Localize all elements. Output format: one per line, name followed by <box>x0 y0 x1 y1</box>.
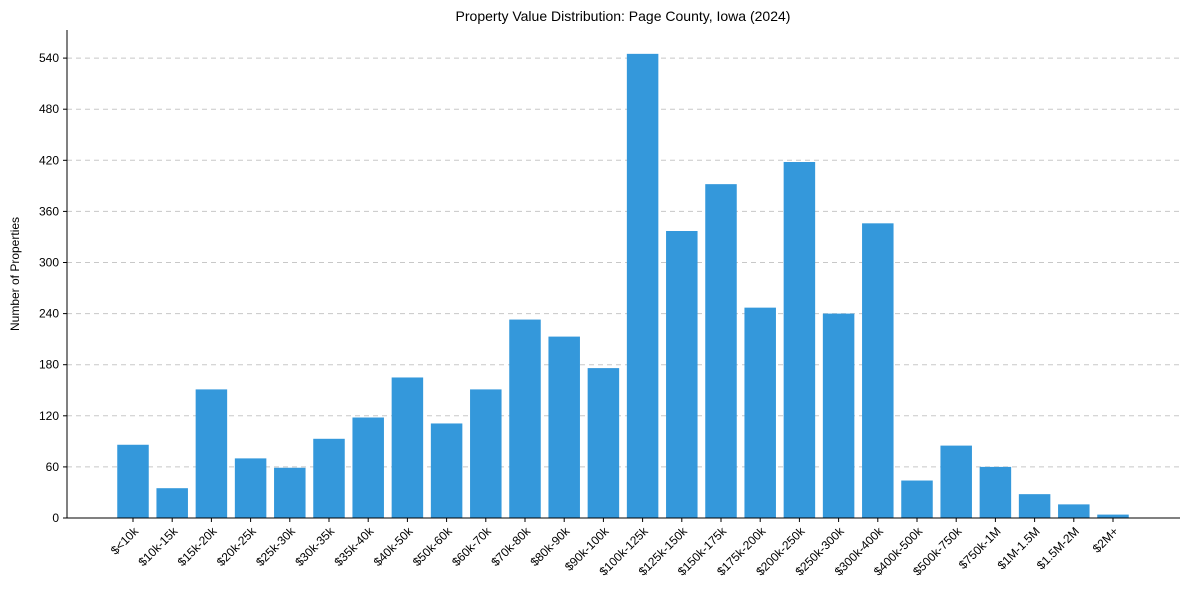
bar <box>862 223 894 518</box>
bar <box>391 377 424 518</box>
x-tick-label: $30k-35k <box>292 524 338 570</box>
bar <box>783 162 816 519</box>
bar <box>1097 514 1129 518</box>
bar <box>940 445 972 518</box>
x-ticks: $<10k$10k-15k$15k-20k$20k-25k$25k-30k$30… <box>108 518 1121 578</box>
x-tick-label: $25k-30k <box>253 524 299 570</box>
x-tick-label: $2M+ <box>1090 524 1121 555</box>
bars <box>117 53 1129 519</box>
bar <box>509 319 541 518</box>
y-tick-label: 540 <box>39 51 59 65</box>
x-tick-label: $15k-20k <box>175 524 221 570</box>
y-tick-label: 480 <box>39 102 59 116</box>
y-tick-label: 300 <box>39 256 59 270</box>
bar <box>705 184 737 518</box>
bar <box>587 368 620 518</box>
bar <box>470 389 502 518</box>
bar <box>117 444 149 518</box>
y-tick-label: 360 <box>39 204 59 218</box>
bar <box>626 53 659 518</box>
bar <box>430 423 463 518</box>
y-ticks: 0 60 120 180 240 300 360 420 480 540 <box>39 51 67 525</box>
y-tick-label: 180 <box>39 358 59 372</box>
x-tick-label: $<10k <box>108 524 142 558</box>
x-tick-label: $50k-60k <box>410 524 456 570</box>
y-axis-label: Number of Properties <box>8 217 22 331</box>
bar <box>548 336 580 518</box>
bar <box>744 307 776 518</box>
bar <box>666 230 698 518</box>
bar <box>274 467 306 518</box>
bar <box>1018 494 1051 518</box>
x-tick-label: $20k-25k <box>214 524 260 570</box>
bar <box>1058 504 1090 518</box>
y-tick-label: 120 <box>39 409 59 423</box>
x-tick-label: $35k-40k <box>332 524 378 570</box>
bar <box>313 438 345 518</box>
bar <box>352 417 384 518</box>
x-tick-label: $60k-70k <box>449 524 495 570</box>
gridlines <box>67 57 1180 468</box>
chart-title: Property Value Distribution: Page County… <box>456 8 791 24</box>
x-tick-label: $1.5M-2M <box>1034 524 1082 572</box>
bar <box>822 313 855 518</box>
bar <box>195 389 228 518</box>
bar <box>901 480 933 518</box>
bar <box>156 488 188 518</box>
y-tick-label: 60 <box>46 460 60 474</box>
y-tick-label: 420 <box>39 153 59 167</box>
x-tick-label: $10k-15k <box>136 524 182 570</box>
bar <box>234 458 267 518</box>
bar <box>979 466 1012 518</box>
x-tick-label: $40k-50k <box>371 524 417 570</box>
y-tick-label: 240 <box>39 307 59 321</box>
x-tick-label: $70k-80k <box>488 524 534 570</box>
y-tick-label: 0 <box>52 511 59 525</box>
